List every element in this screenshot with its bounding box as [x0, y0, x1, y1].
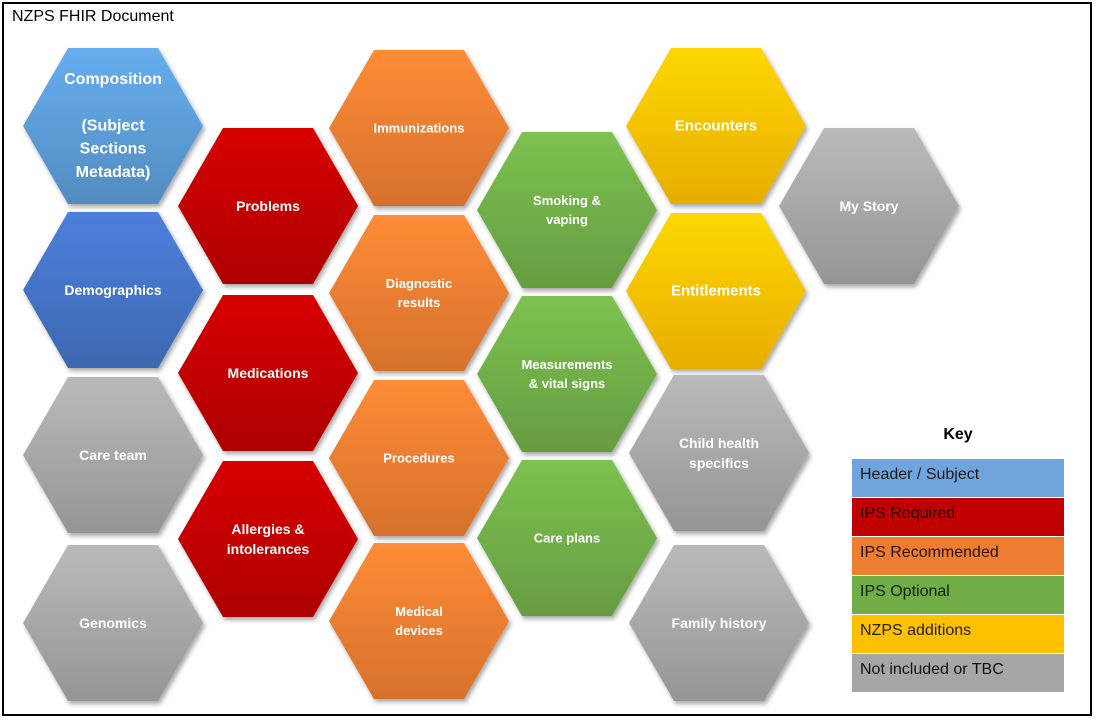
hexagon-allergies-intolerances: Allergies & intolerances [178, 461, 358, 617]
hexagon-label: Care team [79, 447, 147, 463]
document-title: NZPS FHIR Document [12, 8, 174, 25]
hexagon-shape [629, 545, 809, 701]
hexagon-shape [23, 545, 203, 701]
hexagon-shape [477, 296, 657, 452]
hexagon-label: Care plans [534, 531, 600, 546]
key-item-ips-recommended: IPS Recommended [852, 537, 1064, 576]
hexagon-label: Smoking & [533, 193, 601, 208]
hexagon-smoking-vaping: Smoking & vaping [477, 132, 657, 288]
hexagon-child-health-specifics: Child health specifics [629, 375, 809, 531]
hexagon-label: My Story [839, 198, 898, 214]
hexagon-shape [477, 132, 657, 288]
hexagon-label: Composition [64, 71, 162, 88]
hexagon-shape [626, 213, 806, 369]
hexagon-label: Demographics [64, 282, 161, 298]
hexagon-label: Metadata) [76, 164, 151, 181]
hexagon-care-team: Care team [23, 377, 203, 533]
hexagon-label: Entitlements [671, 283, 761, 300]
hexagon-label: Encounters [675, 118, 758, 135]
hexagon-label: Measurements [521, 357, 612, 372]
hexagon-shape [23, 212, 203, 368]
hexagon-shape [626, 48, 806, 204]
hexagon-shape [629, 375, 809, 531]
hexagon-shape [329, 380, 509, 536]
hexagon-label: (Subject [81, 118, 145, 135]
hexagon-composition-subject-sections-metadata: Composition (Subject Sections Metadata) [23, 48, 203, 204]
hexagon-shape [329, 543, 509, 699]
hexagon-encounters: Encounters [626, 48, 806, 204]
hexagon-shape [178, 295, 358, 451]
hexagon-shape [178, 461, 358, 617]
hexagon-problems: Problems [178, 128, 358, 284]
key-item-header-subject: Header / Subject [852, 459, 1064, 498]
hexagon-label: Genomics [79, 615, 147, 631]
hexagon-label: results [398, 295, 441, 310]
key-item-not-included-or-tbc: Not included or TBC [852, 654, 1064, 693]
hexagon-measurements-vital-signs: Measurements & vital signs [477, 296, 657, 452]
hexagon-shape [477, 460, 657, 616]
key-item-ips-optional: IPS Optional [852, 576, 1064, 615]
hexagon-shape [779, 128, 959, 284]
hexagon-label: Allergies & [231, 521, 304, 537]
hexagon-my-story: My Story [779, 128, 959, 284]
hexagon-care-plans: Care plans [477, 460, 657, 616]
hexagon-genomics: Genomics [23, 545, 203, 701]
key-item-ips-required: IPS Required [852, 498, 1064, 537]
hexagon-entitlements: Entitlements [626, 213, 806, 369]
hexagon-medications: Medications [178, 295, 358, 451]
hexagon-demographics: Demographics [23, 212, 203, 368]
hexagon-label: Sections [80, 141, 147, 158]
hexagon-label: Medical [395, 604, 443, 619]
hexagon-shape [329, 215, 509, 371]
hexagon-label: Immunizations [373, 121, 464, 136]
hexagon-label: & vital signs [529, 376, 606, 391]
hexagon-label: specifics [689, 455, 749, 471]
hexagon-label: Problems [236, 198, 300, 214]
hexagon-family-history: Family history [629, 545, 809, 701]
key-title: Key [943, 426, 973, 443]
hexagon-diagnostic-results: Diagnostic results [329, 215, 509, 371]
hexagon-label: Procedures [383, 451, 455, 466]
hexagon-label: Medications [228, 365, 309, 381]
hexagon-label: devices [395, 623, 443, 638]
hexagon-label: Diagnostic [386, 276, 452, 291]
key-legend: Header / Subject IPS Required IPS Recommen… [852, 459, 1064, 693]
key-item-nzps-additions: NZPS additions [852, 615, 1064, 654]
hexagon-medical-devices: Medical devices [329, 543, 509, 699]
hexagon-label: intolerances [227, 541, 310, 557]
hexagon-shape [178, 128, 358, 284]
hexagon-shape [329, 50, 509, 206]
hexagon-label: Child health [679, 435, 759, 451]
hexagon-label: Family history [672, 615, 767, 631]
hexagon-shape [23, 377, 203, 533]
hexagon-label: vaping [546, 212, 588, 227]
hexagon-procedures: Procedures [329, 380, 509, 536]
hexagon-shape [23, 48, 203, 204]
hexagon-immunizations: Immunizations [329, 50, 509, 206]
